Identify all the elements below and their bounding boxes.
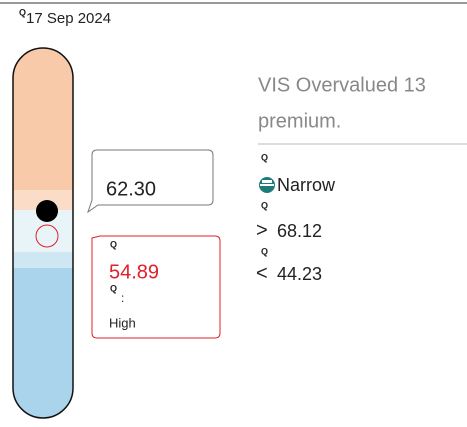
detail-text: 44.23 (277, 264, 322, 284)
fv-separator: : (121, 291, 124, 305)
detail-text: 68.12 (277, 221, 322, 241)
detail-icon: Q (261, 200, 268, 210)
summary-line-1: VIS Overvalued 13 (258, 74, 426, 96)
fair-value: 54.89 (109, 261, 159, 283)
detail-icon: Q (261, 152, 268, 162)
moat-icon (259, 177, 275, 193)
detail-icon: Q (261, 246, 268, 256)
fair-value-marker (35, 224, 59, 248)
fv-label: High (109, 315, 136, 330)
fv-icon: Q (110, 239, 117, 249)
detail-symbol: > (256, 219, 268, 241)
detail-symbol: < (256, 262, 268, 284)
gauge-outline (12, 47, 74, 419)
fair-value-callout (91, 235, 221, 339)
price-callout (87, 149, 214, 214)
date: 17 Sep 2024 (26, 10, 111, 27)
fv-icon-2: Q (110, 283, 117, 293)
summary-line-2: premium. (258, 110, 341, 132)
price-marker (36, 200, 58, 222)
detail-text: Narrow (277, 175, 336, 195)
date-icon: Q (19, 7, 26, 17)
valuation-gauge (13, 48, 73, 418)
price-value: 62.30 (106, 178, 156, 200)
